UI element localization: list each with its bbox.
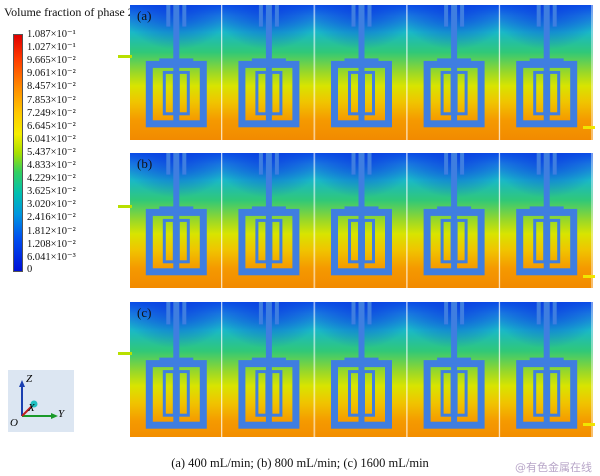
watermark: @有色金属在线 [515, 461, 592, 474]
legend-label: 2.416×10⁻² [27, 212, 76, 224]
axis-z-label: Z [26, 373, 33, 385]
legend-label: 6.041×10⁻² [27, 133, 76, 145]
axis-x-label: X [28, 402, 35, 414]
legend-label: 7.249×10⁻² [27, 107, 76, 119]
legend-label: 3.625×10⁻² [27, 186, 76, 198]
contour-plot-b [130, 153, 593, 288]
tank-cell [130, 153, 223, 288]
legend-label: 9.061×10⁻² [27, 68, 76, 80]
panel-label-b: (b) [137, 156, 153, 171]
contour-plot-c [130, 302, 593, 437]
panel-b: (b) [130, 153, 593, 288]
outlet-marker-a [583, 126, 595, 129]
legend-label: 6.645×10⁻² [27, 120, 76, 132]
panel-a: (a) [130, 5, 593, 140]
legend-label: 7.853×10⁻² [27, 94, 76, 106]
tank-cell [315, 153, 408, 288]
outlet-marker-b [583, 275, 595, 278]
legend-label: 1.027×10⁻¹ [27, 42, 76, 54]
legend-label: 5.437×10⁻² [27, 146, 76, 158]
legend-label: 8.457×10⁻² [27, 81, 76, 93]
tank-cell [130, 5, 223, 140]
tank-cell [222, 5, 316, 140]
tank-cell [315, 302, 408, 437]
legend-label: 1.208×10⁻² [27, 238, 76, 250]
axis-triad-icon [19, 380, 58, 419]
colorbar [13, 34, 23, 272]
panel-label-a: (a) [137, 8, 152, 23]
contour-plot-a [130, 5, 593, 140]
legend-label: 3.020×10⁻² [27, 199, 76, 211]
inlet-marker-a [118, 55, 132, 58]
tank-cell [407, 153, 501, 288]
axis-y-label: Y [58, 408, 65, 420]
panel-label-c: (c) [137, 305, 152, 320]
legend-label: 4.833×10⁻² [27, 160, 76, 171]
inlet-marker-b [118, 205, 132, 208]
tank-cell [222, 153, 316, 288]
legend-label: 0 [27, 263, 33, 275]
figure-caption: (a) 400 mL/min; (b) 800 mL/min; (c) 1600… [171, 456, 429, 470]
tank-cell [222, 302, 316, 437]
tank-cell [500, 5, 593, 140]
legend-label: 1.087×10⁻¹ [27, 29, 76, 40]
legend-title: Volume fraction of phase 2 [4, 5, 134, 19]
tank-cell [407, 5, 501, 140]
panel-c: (c) [130, 302, 593, 437]
axis-triad: Z X Y O [8, 370, 74, 432]
outlet-marker-c [583, 423, 595, 426]
tank-cell [500, 153, 593, 288]
inlet-marker-c [118, 352, 132, 355]
axis-origin-label: O [10, 417, 18, 429]
legend-label: 4.229×10⁻² [27, 173, 76, 185]
tank-cell [130, 302, 223, 437]
tank-cell [500, 302, 593, 437]
legend-label: 9.665×10⁻² [27, 55, 76, 67]
legend-label: 6.041×10⁻³ [27, 251, 76, 263]
tank-cell [315, 5, 408, 140]
legend-label: 1.812×10⁻² [27, 225, 76, 237]
tank-cell [407, 302, 501, 437]
